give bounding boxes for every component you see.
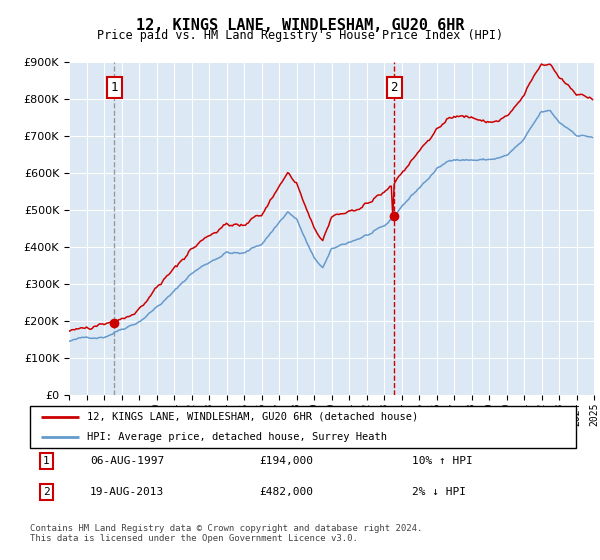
Text: Contains HM Land Registry data © Crown copyright and database right 2024.
This d: Contains HM Land Registry data © Crown c…	[30, 524, 422, 543]
Text: £482,000: £482,000	[259, 487, 313, 497]
Text: Price paid vs. HM Land Registry's House Price Index (HPI): Price paid vs. HM Land Registry's House …	[97, 29, 503, 42]
Text: 2% ↓ HPI: 2% ↓ HPI	[412, 487, 466, 497]
Text: 2: 2	[43, 487, 50, 497]
Text: 1: 1	[110, 81, 118, 94]
Text: 12, KINGS LANE, WINDLESHAM, GU20 6HR (detached house): 12, KINGS LANE, WINDLESHAM, GU20 6HR (de…	[88, 412, 419, 422]
Text: HPI: Average price, detached house, Surrey Heath: HPI: Average price, detached house, Surr…	[88, 432, 388, 442]
Text: 19-AUG-2013: 19-AUG-2013	[90, 487, 164, 497]
Text: £194,000: £194,000	[259, 456, 313, 466]
Text: 12, KINGS LANE, WINDLESHAM, GU20 6HR: 12, KINGS LANE, WINDLESHAM, GU20 6HR	[136, 18, 464, 33]
FancyBboxPatch shape	[30, 406, 576, 448]
Text: 2: 2	[391, 81, 398, 94]
Text: 10% ↑ HPI: 10% ↑ HPI	[412, 456, 473, 466]
Text: 1: 1	[43, 456, 50, 466]
Text: 06-AUG-1997: 06-AUG-1997	[90, 456, 164, 466]
